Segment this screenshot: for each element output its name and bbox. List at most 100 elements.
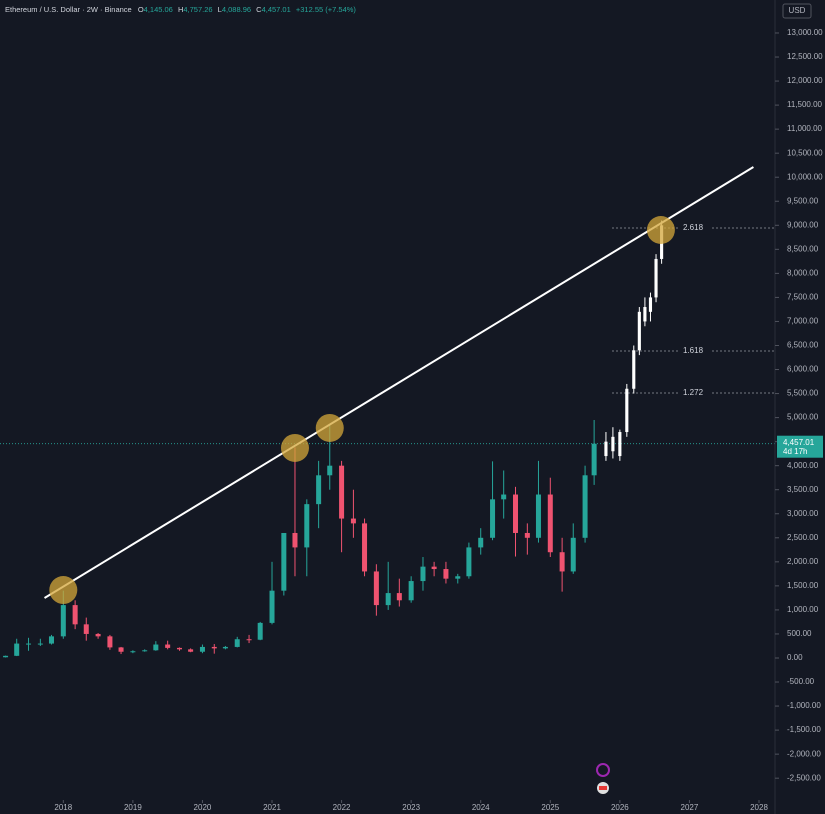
candle-body [625,388,629,433]
icons [596,763,610,794]
candle-body [362,523,368,572]
y-tick-label: 4,000.00 [787,461,819,470]
y-tick-label: 10,500.00 [787,148,823,157]
candle-body [316,475,322,505]
candle-body [524,532,530,538]
candle-body [165,644,171,648]
ohlc-key: O [138,5,144,14]
trend-line [44,166,754,599]
highlight-circle [280,433,309,462]
y-tick-label: 7,000.00 [787,317,819,326]
x-tick-label: 2028 [750,803,768,812]
candle-body [373,571,379,606]
y-tick-label: 13,000.00 [787,28,823,37]
fib-label-bg [678,345,710,358]
y-tick-label: 500.00 [787,629,812,638]
y-tick-label: 1,000.00 [787,605,819,614]
candle-body [431,566,437,570]
candle-body [648,297,653,312]
candle-body [339,465,345,519]
candle-body [257,622,263,640]
y-tick-label: 11,000.00 [787,124,823,133]
candle-body [199,646,205,652]
candle-body [513,494,519,533]
y-tick-label: 12,000.00 [787,76,823,85]
candle-body [234,639,240,647]
y-tick-label: 11,500.00 [787,100,823,109]
candle-body [632,350,636,389]
candle-body [604,441,608,457]
candle-body [48,636,54,644]
y-tick-label: 9,500.00 [787,196,819,205]
candle-body [385,593,391,606]
candle-body [107,636,113,648]
candle-body [130,651,136,653]
y-tick-label: -1,500.00 [787,725,821,734]
y-tick-label: 5,000.00 [787,413,819,422]
candle-body [350,518,356,524]
candle-body [327,465,333,476]
ohlc-value: 4,457.01 [262,5,291,14]
candle-body [83,624,89,634]
ohlc-key: C [256,5,262,14]
x-tick-label: 2019 [124,803,142,812]
y-tick-label: 3,000.00 [787,509,819,518]
candle-body [570,537,576,572]
candle-body [611,436,615,452]
candle-body [222,646,228,649]
candle-body [188,649,194,652]
x-tick-label: 2023 [402,803,420,812]
candle-body [304,504,310,548]
y-tick-label: 0.00 [787,653,803,662]
candle-body [269,590,275,623]
x-tick-label: 2025 [541,803,559,812]
candle-body [396,593,402,601]
candle-body [643,307,647,322]
candle-body [60,605,66,637]
x-tick-label: 2021 [263,803,281,812]
icon-flag [599,786,607,790]
highlight-circle [646,216,675,245]
candle-body [547,494,553,553]
candle-body [535,494,541,538]
symbol: Ethereum / U.S. Dollar · 2W · Binance [5,5,132,14]
fib-label: 2.618 [683,223,704,232]
y-tick-label: 1,500.00 [787,581,819,590]
icon[interactable] [596,763,610,777]
y-tick-label: 12,500.00 [787,52,823,61]
candle-body [37,643,43,645]
x-tick-label: 2022 [333,803,351,812]
currency: USD [789,6,806,15]
highlight-circle [315,413,344,442]
y-tick-label: -1,000.00 [787,701,821,710]
fib-label-bg [678,386,710,399]
candle-body [466,547,472,577]
y-tick-label: 10,000.00 [787,172,823,181]
candle-body [246,639,252,641]
candle-body [559,552,565,572]
candle-body [14,643,20,656]
currency-box[interactable] [782,3,812,19]
change: +312.55 (+7.54%) [296,5,357,14]
candle-body [408,581,414,601]
fib-label: 1.618 [683,346,704,355]
candle-body [637,311,641,351]
y-tick-label: -2,500.00 [787,773,821,782]
candle-body [654,258,658,298]
candle-body [420,566,426,582]
candle-body [142,650,148,652]
y-tick-label: 8,500.00 [787,244,819,253]
candle-body [26,643,32,645]
candle-body [582,475,588,538]
ohlc-key: L [218,5,222,14]
fib-label: 1.272 [683,388,704,397]
x-tick-label: 2024 [472,803,490,812]
x-tick-label: 2020 [194,803,212,812]
y-tick-label: -500.00 [787,677,815,686]
y-tick-label: 6,500.00 [787,341,819,350]
y-tick-label: 2,500.00 [787,533,819,542]
candle-body [281,532,287,591]
y-tick-label: 6,000.00 [787,365,819,374]
